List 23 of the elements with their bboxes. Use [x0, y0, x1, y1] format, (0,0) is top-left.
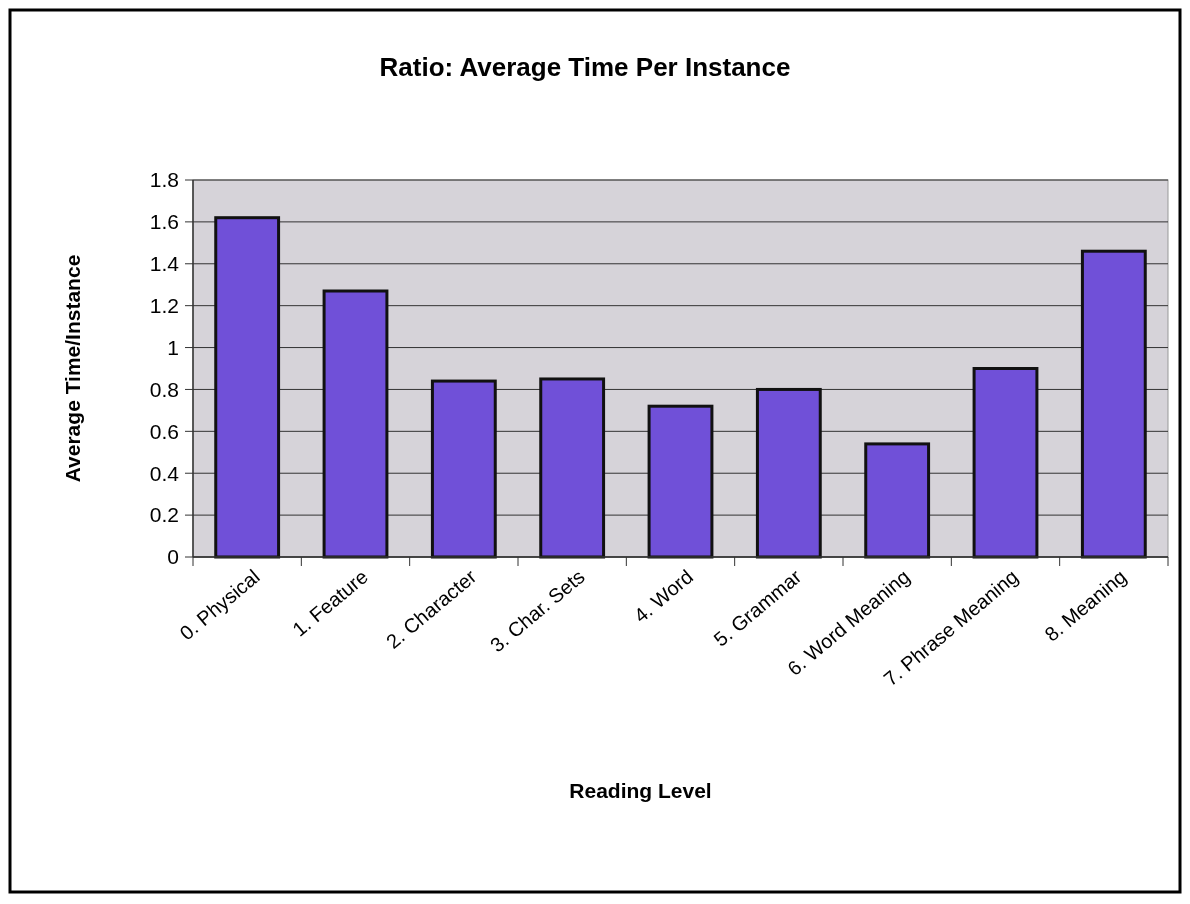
bar — [755, 387, 822, 559]
y-tick-label: 0.4 — [149, 461, 180, 485]
bar — [647, 404, 714, 559]
bar — [322, 289, 389, 559]
y-tick-label: 1.2 — [149, 294, 179, 318]
y-tick-label: 0.2 — [149, 503, 179, 527]
bar — [214, 216, 281, 559]
bar — [1080, 249, 1147, 559]
bar — [430, 379, 497, 559]
y-tick-label: 0.8 — [149, 377, 179, 401]
bar — [539, 377, 606, 559]
bar — [972, 367, 1039, 559]
y-tick-label: 1.8 — [149, 168, 179, 192]
y-axis-title: Average Time/Instance — [61, 254, 84, 483]
x-axis-title: Reading Level — [569, 779, 712, 802]
y-tick-label: 0 — [167, 545, 179, 569]
chart-title: Ratio: Average Time Per Instance — [379, 52, 791, 82]
y-tick-label: 1.4 — [149, 252, 180, 276]
bar — [864, 442, 931, 559]
x-tick-label: 3. Char. Sets — [486, 565, 589, 657]
y-tick-label: 0.6 — [149, 419, 179, 443]
y-tick-label: 1.6 — [149, 210, 179, 234]
y-tick-label: 1 — [167, 335, 179, 359]
